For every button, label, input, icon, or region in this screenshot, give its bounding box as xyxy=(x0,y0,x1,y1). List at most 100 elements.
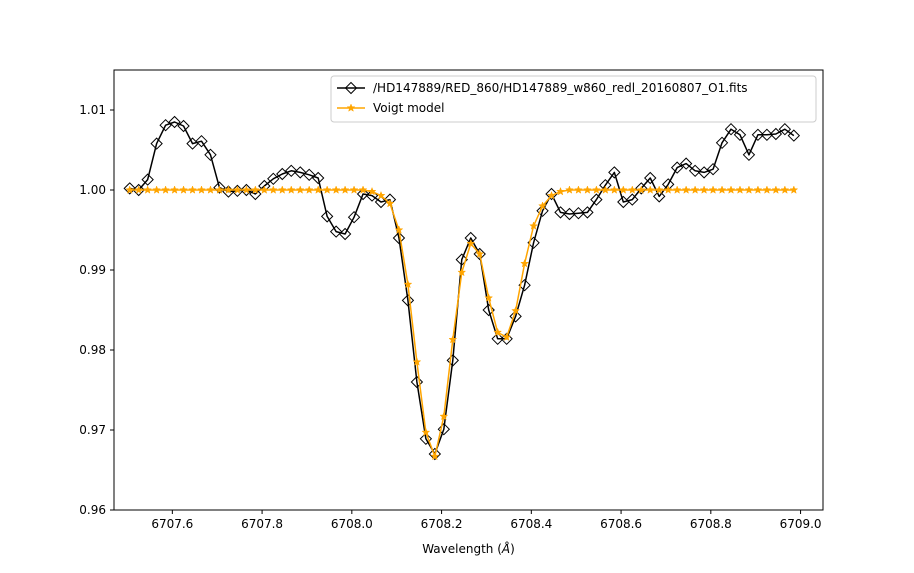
data-point xyxy=(751,128,765,142)
data-point xyxy=(572,206,585,220)
data-point xyxy=(591,185,601,194)
data-point xyxy=(232,185,242,194)
data-point xyxy=(511,306,521,315)
data-point xyxy=(473,247,486,261)
data-point xyxy=(446,354,460,367)
data-point xyxy=(626,193,639,206)
data-point xyxy=(152,185,162,194)
legend-label: Voigt model xyxy=(373,101,444,115)
data-point xyxy=(753,185,763,194)
x-tick-label: 6708.4 xyxy=(510,517,552,531)
data-point xyxy=(608,166,621,179)
data-point xyxy=(500,332,513,346)
data-point xyxy=(636,185,646,194)
data-point xyxy=(717,185,727,194)
data-point xyxy=(267,172,280,186)
data-point xyxy=(573,185,583,194)
x-tick-label: 6707.6 xyxy=(151,517,193,531)
data-point xyxy=(699,185,709,194)
data-point xyxy=(204,148,217,162)
data-point xyxy=(430,451,440,461)
data-point xyxy=(367,186,377,196)
data-point xyxy=(789,185,799,194)
data-point xyxy=(654,185,664,194)
data-point xyxy=(223,185,233,194)
data-point xyxy=(329,225,343,238)
legend-label: /HD147889/RED_860/HD147889_w860_redl_201… xyxy=(373,81,748,95)
data-point xyxy=(448,334,458,344)
data-point xyxy=(170,185,180,194)
y-tick-label: 1.01 xyxy=(79,103,106,117)
data-point xyxy=(347,210,361,224)
data-point xyxy=(618,185,628,194)
data-point xyxy=(286,185,296,194)
data-point xyxy=(188,185,197,194)
data-point xyxy=(491,332,504,346)
data-point xyxy=(268,185,278,194)
data-point xyxy=(356,187,370,201)
data-point xyxy=(412,357,422,366)
x-tick-label: 6708.0 xyxy=(331,517,373,531)
data-point xyxy=(466,238,476,248)
data-point xyxy=(311,171,325,185)
data-point xyxy=(439,411,449,421)
data-point xyxy=(349,185,359,194)
data-point xyxy=(520,258,530,268)
data-point xyxy=(672,185,682,194)
data-point xyxy=(277,185,287,194)
data-point xyxy=(331,185,341,194)
data-point xyxy=(762,185,772,194)
data-point xyxy=(708,185,718,194)
data-point xyxy=(690,185,700,194)
data-point xyxy=(428,447,442,461)
data-point xyxy=(635,182,648,195)
series-layer xyxy=(123,115,801,461)
x-axis-label: Wavelength (Å) xyxy=(422,541,515,556)
series-1 xyxy=(125,185,799,461)
data-point xyxy=(385,198,395,208)
legend: /HD147889/RED_860/HD147889_w860_redl_201… xyxy=(330,75,817,123)
data-point xyxy=(778,122,792,136)
data-point xyxy=(536,204,549,218)
data-point xyxy=(134,185,144,194)
data-point xyxy=(358,185,368,194)
data-point xyxy=(206,185,215,194)
x-tick-label: 6708.6 xyxy=(600,517,642,531)
data-point xyxy=(340,185,350,194)
legend-entry: /HD147889/RED_860/HD147889_w860_redl_201… xyxy=(337,81,748,95)
legend-entry: Voigt model xyxy=(337,101,444,115)
data-point xyxy=(715,136,729,150)
data-point xyxy=(421,427,431,437)
data-point xyxy=(733,128,747,142)
data-point xyxy=(259,185,269,194)
series-line xyxy=(129,121,795,455)
data-point xyxy=(313,185,323,194)
data-point xyxy=(195,134,208,148)
data-point xyxy=(670,161,684,174)
data-point xyxy=(644,171,657,185)
data-point xyxy=(322,185,332,194)
data-point xyxy=(143,185,153,194)
data-point xyxy=(545,187,558,201)
data-point xyxy=(556,186,565,196)
data-point xyxy=(609,185,619,194)
data-point xyxy=(295,185,305,194)
data-point xyxy=(475,249,485,258)
data-point xyxy=(484,293,494,302)
y-tick-label: 0.97 xyxy=(79,423,106,437)
data-point xyxy=(276,167,289,181)
data-point xyxy=(681,185,691,194)
data-point xyxy=(509,310,522,323)
data-point xyxy=(538,201,548,210)
data-point xyxy=(547,190,556,200)
x-tick-label: 6709.0 xyxy=(780,517,822,531)
data-point xyxy=(302,168,316,182)
data-point xyxy=(582,185,592,194)
data-point xyxy=(338,227,352,241)
data-point xyxy=(457,267,467,277)
data-point xyxy=(482,303,495,317)
data-point xyxy=(240,183,253,197)
data-point xyxy=(581,206,594,219)
data-point xyxy=(697,166,711,179)
